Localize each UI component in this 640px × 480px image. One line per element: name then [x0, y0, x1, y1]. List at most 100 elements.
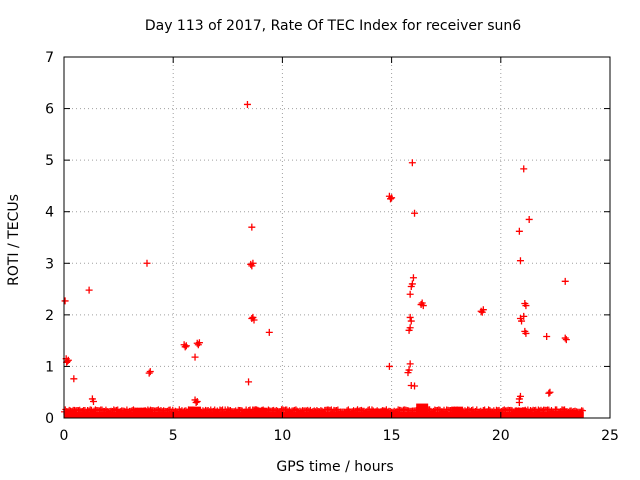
data-point — [191, 353, 199, 361]
data-point — [545, 389, 553, 397]
baseline-point — [374, 407, 381, 414]
y-axis-title: ROTI / TECUs — [6, 194, 22, 286]
baseline-point — [281, 407, 288, 414]
y-tick-labels: 0 1 2 3 4 5 6 7 — [45, 50, 54, 427]
baseline-point — [528, 407, 535, 414]
baseline-point — [477, 407, 484, 414]
baseline-point — [456, 407, 463, 414]
data-point — [405, 366, 413, 374]
data-point — [406, 313, 414, 321]
data-point — [411, 382, 419, 390]
baseline-point — [579, 407, 586, 414]
y-tick-label: 5 — [45, 153, 54, 169]
baseline-point — [344, 407, 351, 414]
data-point — [245, 378, 253, 386]
data-point — [63, 357, 71, 365]
y-tick-label: 6 — [45, 102, 54, 118]
data-point — [249, 313, 257, 321]
data-point — [515, 227, 523, 235]
data-point — [61, 297, 69, 305]
x-axis-title: GPS time / hours — [276, 459, 393, 475]
baseline-point — [287, 408, 294, 415]
data-point — [146, 368, 154, 376]
data-point — [408, 159, 416, 167]
x-tick-labels: 0 5 10 15 20 25 — [60, 428, 619, 444]
data-point — [265, 328, 273, 336]
baseline-point — [182, 407, 189, 414]
data-point — [85, 286, 93, 294]
data-point — [143, 259, 151, 267]
x-tick-label: 25 — [601, 428, 619, 444]
grid — [64, 57, 610, 418]
baseline-point — [227, 407, 234, 414]
data-point — [406, 360, 414, 368]
data-point — [525, 215, 533, 223]
baseline-band — [61, 403, 586, 418]
data-point — [192, 399, 200, 407]
x-tick-label: 15 — [383, 428, 401, 444]
x-tick-label: 5 — [169, 428, 178, 444]
y-tick-label: 3 — [45, 256, 54, 272]
baseline-point — [461, 407, 468, 414]
baseline-point — [518, 408, 525, 415]
axis-ticks — [63, 56, 611, 419]
plot-frame — [63, 56, 611, 419]
data-point — [388, 194, 396, 202]
data-point — [515, 395, 523, 403]
baseline-point — [298, 408, 305, 415]
data-point — [418, 299, 426, 307]
data-point — [70, 375, 78, 383]
data-point — [522, 329, 530, 337]
baseline-point — [239, 407, 246, 414]
data-points — [61, 100, 570, 407]
y-tick-label: 1 — [45, 359, 54, 375]
data-point — [518, 317, 526, 325]
data-point — [409, 274, 417, 282]
baseline-point — [273, 406, 280, 413]
baseline-point — [125, 408, 132, 415]
data-point — [406, 324, 414, 332]
data-point — [478, 308, 486, 316]
y-tick-label: 4 — [45, 205, 54, 221]
y-tick-label: 7 — [45, 50, 54, 66]
baseline-point — [79, 407, 86, 414]
baseline-point — [572, 407, 579, 414]
data-point — [516, 257, 524, 265]
data-point — [561, 277, 569, 285]
data-point — [195, 339, 203, 347]
data-point — [193, 397, 201, 405]
data-point — [89, 397, 97, 405]
data-point — [561, 334, 569, 342]
baseline-point — [172, 407, 179, 414]
baseline-point — [577, 408, 584, 415]
data-point — [243, 100, 251, 108]
data-point — [562, 336, 570, 344]
baseline-point — [358, 406, 365, 413]
baseline-point — [201, 408, 208, 415]
data-point — [406, 290, 414, 298]
x-tick-label: 0 — [60, 428, 69, 444]
baseline-point — [224, 406, 231, 413]
chart-title: Day 113 of 2017, Rate Of TEC Index for r… — [145, 18, 521, 34]
baseline-point — [319, 407, 326, 414]
y-tick-label: 0 — [45, 411, 54, 427]
data-point — [546, 388, 554, 396]
data-point — [385, 362, 393, 370]
baseline-point — [265, 406, 272, 413]
data-point — [145, 369, 153, 377]
baseline-point — [164, 407, 171, 414]
data-point — [181, 343, 189, 351]
baseline-point — [399, 407, 406, 414]
data-point — [522, 302, 530, 310]
data-point — [387, 195, 395, 203]
baseline-band-fill — [64, 411, 584, 418]
data-point — [407, 317, 415, 325]
x-tick-label: 10 — [273, 428, 291, 444]
data-point — [543, 333, 551, 341]
data-point — [182, 342, 190, 350]
data-point — [249, 259, 257, 267]
baseline-point — [430, 407, 437, 414]
baseline-point — [92, 406, 99, 413]
baseline-point — [539, 407, 546, 414]
